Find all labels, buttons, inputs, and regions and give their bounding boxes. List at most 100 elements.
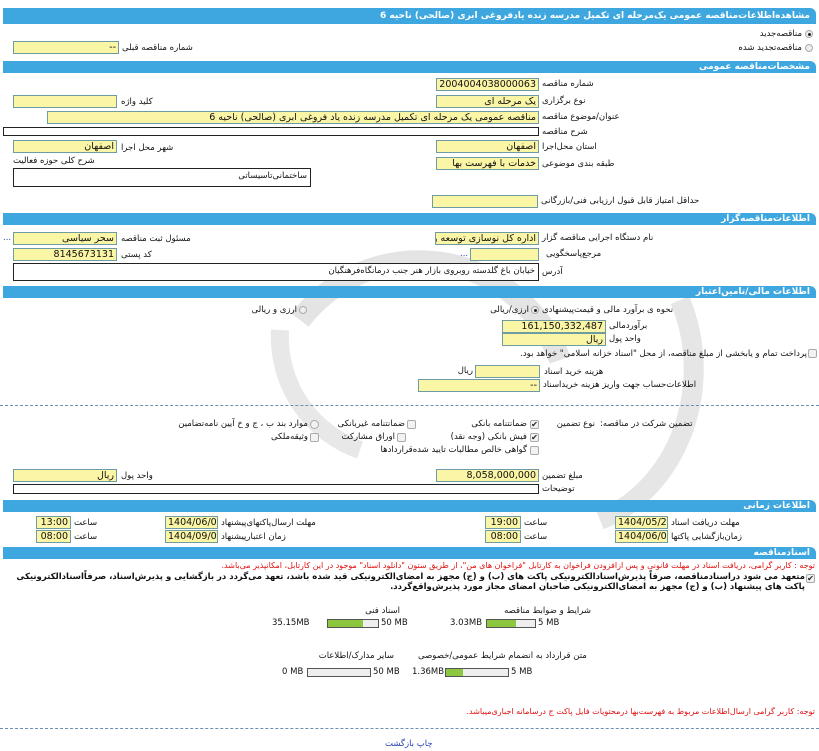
currency-field[interactable]: ریال xyxy=(502,333,606,346)
renewed-tender-radio[interactable] xyxy=(805,44,813,52)
bank-receipt-checkbox[interactable]: ✔ xyxy=(530,433,539,442)
estimate-field[interactable]: 161,150,332,487 xyxy=(502,320,606,333)
description-field[interactable] xyxy=(3,127,539,136)
registrar-field[interactable]: سحر سیاسی xyxy=(13,232,117,245)
city-field[interactable]: اصفهان xyxy=(13,140,117,153)
treasury-label: پرداخت تمام و یابخشی از مبلغ مناقصه، از … xyxy=(520,349,807,359)
new-tender-radio[interactable] xyxy=(805,30,813,38)
activity-label: شرح کلی حوزه فعالیت xyxy=(13,156,95,166)
holding-type-label: نوع برگزاری xyxy=(542,96,586,106)
currency-label: واحد پول xyxy=(609,334,641,344)
file-size: 35.15MB xyxy=(272,618,310,628)
doc-deadline-field[interactable]: 1404/05/20 xyxy=(615,516,668,529)
rial-radio-label: ارزی/ریالی xyxy=(490,305,529,315)
estimate-label: برآوردمالی xyxy=(609,321,648,331)
bonds-checkbox[interactable] xyxy=(397,433,406,442)
file-size: 1.36MB xyxy=(412,667,445,677)
organization-label: نام دستگاه اجرایی مناقصه گزار xyxy=(542,233,654,243)
file-progress-bar xyxy=(486,619,536,628)
progress-fill xyxy=(446,669,463,676)
account-label: اطلاعات‌حساب جهت واریز هزینه خریداسناد xyxy=(543,380,697,390)
guarantee-currency-label: واحد پول xyxy=(121,471,153,481)
submit-deadline-field[interactable]: 1404/06/01 xyxy=(165,516,218,529)
nonbank-guarantee-checkbox[interactable] xyxy=(407,420,416,429)
price-list-notice: توجه: کاربر گرامی ارسال‌اطلاعات مربوط به… xyxy=(466,707,815,716)
section-timing: اطلاعات زمانی xyxy=(3,500,816,512)
validity-time-field[interactable]: 08:00 xyxy=(36,530,71,543)
file-label: سایر مدارک/اطلاعات xyxy=(318,651,394,661)
clause-items-label: موارد بند ب ، ج و خ آیین نامه‌تضامین xyxy=(178,419,308,429)
postal-code-label: کد پستی xyxy=(121,250,152,260)
guarantee-type-label: نوع تضمین xyxy=(556,419,595,429)
file-progress-bar xyxy=(445,668,509,677)
both-currency-radio[interactable] xyxy=(299,306,307,314)
property-collateral-checkbox[interactable] xyxy=(310,433,319,442)
subject-label: عنوان/موضوع مناقصه xyxy=(542,112,620,122)
previous-number-field[interactable]: -- xyxy=(13,41,119,54)
tender-number-field[interactable]: 2004004038000063 xyxy=(436,78,539,91)
address-field[interactable]: خیابان باغ گلدسته روبروی بازار هنر جنب د… xyxy=(13,263,539,281)
progress-fill xyxy=(328,620,364,627)
file-max: 50 MB xyxy=(373,667,400,677)
doc-cost-unit: ریال xyxy=(457,366,473,376)
section-finance: اطلاعات مالی/تامین‌اعتبار xyxy=(3,286,816,298)
guarantee-label: تضمین شرکت در مناقصه: xyxy=(600,419,693,429)
postal-code-field[interactable]: 8145673131 xyxy=(13,248,117,261)
guarantee-amount-field[interactable]: 8,058,000,000 xyxy=(436,469,539,482)
min-score-label: حداقل امتیاز قابل قبول ارزیابی فنی/بازرگ… xyxy=(541,196,700,206)
city-label: شهر محل اجرا xyxy=(121,143,174,153)
file-size: 0 MB xyxy=(282,667,304,677)
activity-field[interactable]: ساختمانی‌تاسیساتی xyxy=(13,168,311,187)
file-max: 5 MB xyxy=(538,618,560,628)
bank-guarantee-label: ضمانتنامه بانکی xyxy=(471,419,527,429)
tender-number-label: شماره مناقصه xyxy=(542,79,594,89)
min-score-field[interactable] xyxy=(432,195,538,208)
section-documents: اسنادمناقصه xyxy=(3,547,816,559)
province-field[interactable]: اصفهان xyxy=(436,140,539,153)
doc-deadline-time-field[interactable]: 19:00 xyxy=(485,516,521,529)
time-label: ساعت xyxy=(524,518,548,528)
holding-type-field[interactable]: یک مرحله ای xyxy=(436,95,539,108)
guarantee-amount-label: مبلغ تضمین xyxy=(542,471,583,481)
file-size: 3.03MB xyxy=(450,618,483,628)
estimate-method-label: نحوه ی برآورد مالی و قیمت‌پیشنهادی xyxy=(542,305,674,315)
treasury-checkbox[interactable] xyxy=(808,349,817,358)
receivables-checkbox[interactable] xyxy=(530,446,539,455)
rial-radio[interactable] xyxy=(531,306,539,314)
guarantee-currency-field[interactable]: ریال xyxy=(13,469,117,482)
section-organizer: اطلاعات‌مناقصه‌گزار xyxy=(3,213,816,225)
section-general: مشخصات‌مناقصه عمومی xyxy=(3,61,816,73)
reference-label: مرجع‌پاسخگویی xyxy=(546,249,602,259)
divider xyxy=(0,728,819,729)
opening-time-field[interactable]: 08:00 xyxy=(485,530,521,543)
file-progress-bar xyxy=(307,668,371,677)
doc-cost-field[interactable] xyxy=(475,365,540,378)
progress-fill xyxy=(487,620,517,627)
category-field[interactable]: خدمات با فهرست بها xyxy=(436,157,539,170)
subject-field[interactable]: مناقصه عمومی یک مرحله ای تکمیل مدرسه زند… xyxy=(47,111,539,124)
print-back-link[interactable]: چاپ بازگشت xyxy=(385,739,433,749)
reference-field[interactable] xyxy=(470,248,539,261)
registrar-more-button[interactable]: ... xyxy=(3,233,12,243)
category-label: طبقه بندی موضوعی xyxy=(542,159,615,169)
organization-field[interactable]: اداره کل نوسازی توسعه و xyxy=(435,232,539,245)
submit-deadline-time-field[interactable]: 13:00 xyxy=(36,516,71,529)
bank-guarantee-checkbox[interactable]: ✔ xyxy=(530,420,539,429)
both-currency-label: ارزی و ریالی xyxy=(251,305,297,315)
bank-receipt-label: فیش بانکی (وجه نقد) xyxy=(450,432,527,442)
account-field[interactable]: -- xyxy=(418,379,540,392)
commit-checkbox[interactable]: ✔ xyxy=(806,574,815,583)
opening-date-field[interactable]: 1404/06/03 xyxy=(615,530,668,543)
validity-date-field[interactable]: 1404/09/03 xyxy=(165,530,218,543)
submit-deadline-label: مهلت ارسال‌پاکتهای‌پیشنهاد xyxy=(221,518,316,528)
previous-number-label: شماره مناقصه قبلی xyxy=(122,43,193,53)
documents-notice: توجه : کاربر گرامی، دریافت اسناد در مهلت… xyxy=(221,561,815,570)
clause-items-checkbox[interactable] xyxy=(310,420,319,429)
keyword-field[interactable] xyxy=(13,95,117,108)
notes-field[interactable] xyxy=(13,484,539,494)
notes-label: توضیحات xyxy=(542,484,575,494)
reference-more-button[interactable]: ... xyxy=(460,249,469,259)
time-label: ساعت xyxy=(74,532,98,542)
registrar-label: مسئول ثبت مناقصه xyxy=(121,234,191,244)
